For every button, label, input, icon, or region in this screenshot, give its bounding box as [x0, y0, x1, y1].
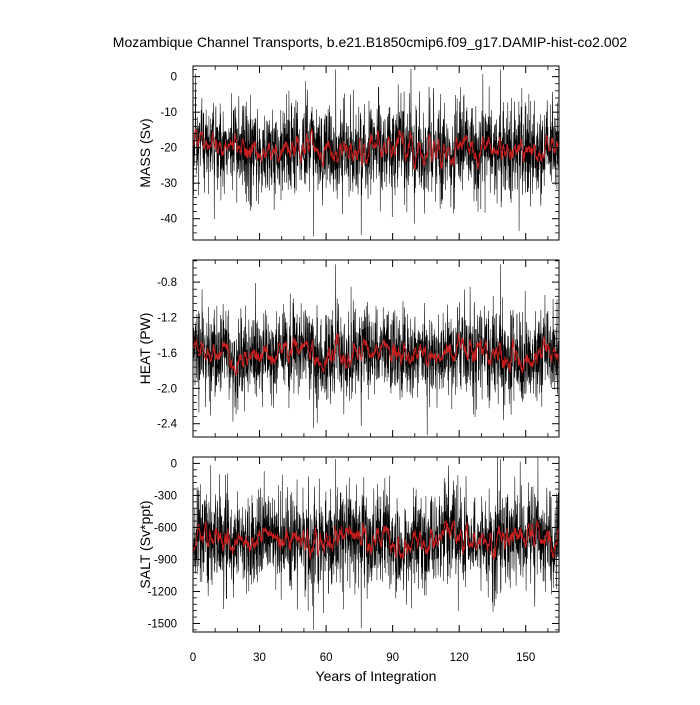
- heat-ytick-label: -1.6: [157, 348, 177, 360]
- salt-raw-series-line: [192, 456, 560, 630]
- mass-panel-frame: [192, 65, 560, 241]
- heat-ytick-label: -0.8: [157, 277, 177, 289]
- salt-ytick-label: -900: [154, 554, 177, 566]
- panels-group: 0 -10 -20 -30 -40 MASS (Sv) -0.8 -1.2 -1.6 -2.0 -2…: [137, 65, 560, 684]
- heat-y-axis-label: HEAT (PW): [137, 313, 153, 385]
- salt-ytick-label: 0: [171, 458, 177, 470]
- salt-ytick-label: -300: [154, 490, 177, 502]
- mass-ytick-label: -30: [160, 178, 177, 190]
- mass-ytick-label: -20: [160, 143, 177, 155]
- heat-panel-frame: [192, 259, 560, 438]
- heat-ytick-label: -1.2: [157, 313, 177, 325]
- salt-smoothed-series-line: [192, 521, 560, 560]
- x-tick-label: 60: [320, 652, 333, 664]
- salt-ytick-label: -1500: [148, 618, 177, 630]
- salt-y-axis-label: SALT (Sv*ppt): [137, 500, 153, 588]
- mass-ytick-label: -40: [160, 214, 177, 226]
- mass-y-axis-label: MASS (Sv): [137, 118, 153, 187]
- salt-ytick-label: -1200: [148, 586, 177, 598]
- x-tick-label: 0: [190, 652, 196, 664]
- heat-smoothed-series-line: [192, 332, 560, 376]
- x-tick-label: 150: [516, 652, 535, 664]
- heat-raw-series-line: [192, 264, 560, 436]
- salt-ytick-label: -600: [154, 522, 177, 534]
- x-tick-label: 90: [386, 652, 399, 664]
- x-axis-label: Years of Integration: [316, 668, 437, 684]
- chart-title: Mozambique Channel Transports, b.e21.B18…: [113, 34, 628, 50]
- mass-ytick-label: -10: [160, 107, 177, 119]
- mass-raw-series-line: [192, 68, 560, 237]
- heat-ytick-label: -2.0: [157, 383, 177, 395]
- x-tick-label: 120: [450, 652, 469, 664]
- salt-panel-frame: [192, 456, 560, 633]
- heat-ytick-label: -2.4: [157, 419, 177, 431]
- mass-smoothed-series-line: [192, 127, 560, 171]
- x-tick-label: 30: [253, 652, 266, 664]
- mass-ytick-label: 0: [171, 72, 177, 84]
